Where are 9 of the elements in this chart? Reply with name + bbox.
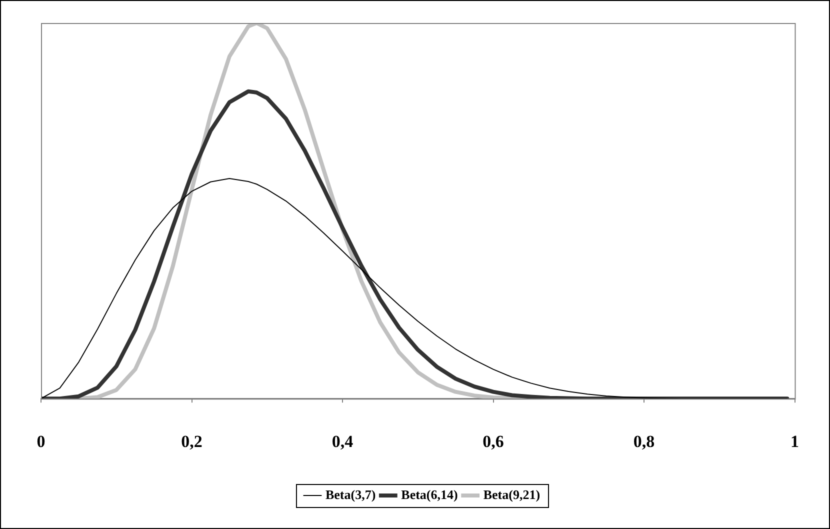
legend-label: Beta(6,14) xyxy=(401,486,458,502)
x-tick-label: 0,2 xyxy=(181,432,202,452)
x-tick-label: 0,4 xyxy=(332,432,354,452)
x-tick-label: 1 xyxy=(790,432,799,452)
legend-label: Beta(9,21) xyxy=(483,486,540,502)
x-tick-label: 0,6 xyxy=(482,432,504,452)
legend-label: Beta(3,7) xyxy=(325,486,376,502)
x-tick-label: 0,8 xyxy=(633,432,655,452)
x-tick-label: 0 xyxy=(36,432,46,452)
